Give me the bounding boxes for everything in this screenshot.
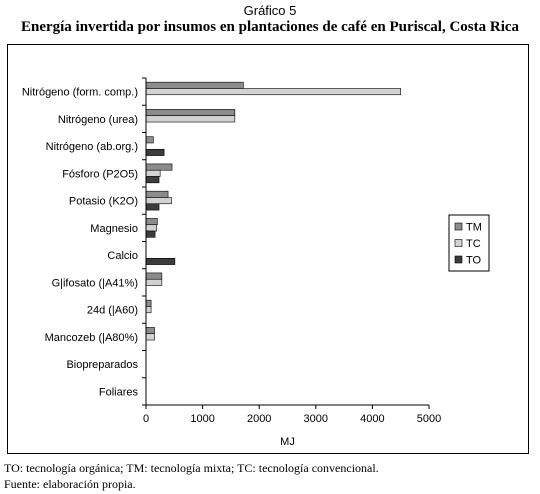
bar-potasio-k2o-tc [145, 197, 172, 205]
category-label: Fósforo (P2O5) [62, 168, 138, 180]
bar-g-ifosato-a41-tm [145, 272, 163, 280]
category-label: Magnesio [90, 223, 138, 235]
bar-magnesio-tm [145, 218, 158, 226]
bar-nitrogeno-ab-org-to [145, 148, 165, 156]
category-label: Nitrógeno (form. comp.) [22, 87, 138, 99]
bar-nitrogeno-form-comp-tc [145, 88, 401, 96]
bar-magnesio-tc [145, 224, 158, 232]
bar-nitrogeno-urea-tc [145, 115, 236, 123]
bar-potasio-k2o-tm [145, 190, 169, 198]
chart-frame: Nitrógeno (form. comp.) Nitrógeno (urea) N… [7, 44, 529, 454]
legend-swatch-to [454, 255, 463, 264]
x-tick-label: 3000 [304, 413, 328, 425]
bar-24d-a60-tm [145, 299, 152, 307]
category-label: G|ifosato (|A41%) [52, 277, 138, 289]
x-tick-label: 4000 [360, 413, 384, 425]
legend-label-tm: TM [466, 222, 482, 234]
bar-fosforo-p2o5-to [145, 176, 160, 184]
figure-label: Gráfico 5 [243, 3, 297, 18]
category-label: Calcio [107, 250, 138, 262]
bar-potasio-k2o-to [145, 203, 160, 211]
x-tick-label: 2000 [247, 413, 271, 425]
bar-nitrogeno-urea-tm [145, 109, 236, 117]
x-axis-label: MJ [280, 436, 295, 448]
legend-label-to: TO [466, 255, 482, 267]
bar-24d-a60-tc [145, 306, 152, 314]
legend-swatch-tm [454, 222, 463, 231]
category-label: Biopreparados [66, 359, 138, 371]
legend-label-tc: TC [466, 238, 481, 250]
bar-fosforo-p2o5-tm [145, 163, 173, 171]
bar-chart: Nitrógeno (form. comp.) Nitrógeno (urea) N… [22, 77, 490, 448]
category-label: Potasio (K2O) [69, 196, 138, 208]
x-tick-label: 1000 [190, 413, 214, 425]
bar-fosforo-p2o5-tc [145, 169, 161, 177]
bar-g-ifosato-a41-tc [145, 278, 163, 286]
category-label: Nitrógeno (urea) [58, 114, 138, 126]
figure-title: Energía invertida por insumos en plantac… [20, 19, 520, 35]
bar-magnesio-to [145, 230, 156, 238]
x-tick-label: 0 [143, 413, 149, 425]
bar-mancozeb-a80-tc [145, 333, 155, 341]
x-tick-label: 5000 [417, 413, 441, 425]
category-label: Nitrógeno (ab.org.) [46, 141, 138, 153]
legend-swatch-tc [454, 239, 463, 247]
bar-calcio-to [145, 257, 176, 265]
bar-mancozeb-a80-tm [145, 327, 155, 335]
category-label: 24d (|A60) [87, 305, 138, 317]
footnote-source: Fuente: elaboración propia. [4, 477, 136, 491]
bar-nitrogeno-ab-org-tm [145, 136, 154, 144]
category-label: Foliares [99, 386, 139, 398]
footnote-abbreviations: TO: tecnología orgánica; TM: tecnología … [4, 461, 379, 475]
bar-nitrogeno-form-comp-tm [145, 81, 244, 89]
category-label: Mancozeb (|A80%) [45, 332, 138, 344]
